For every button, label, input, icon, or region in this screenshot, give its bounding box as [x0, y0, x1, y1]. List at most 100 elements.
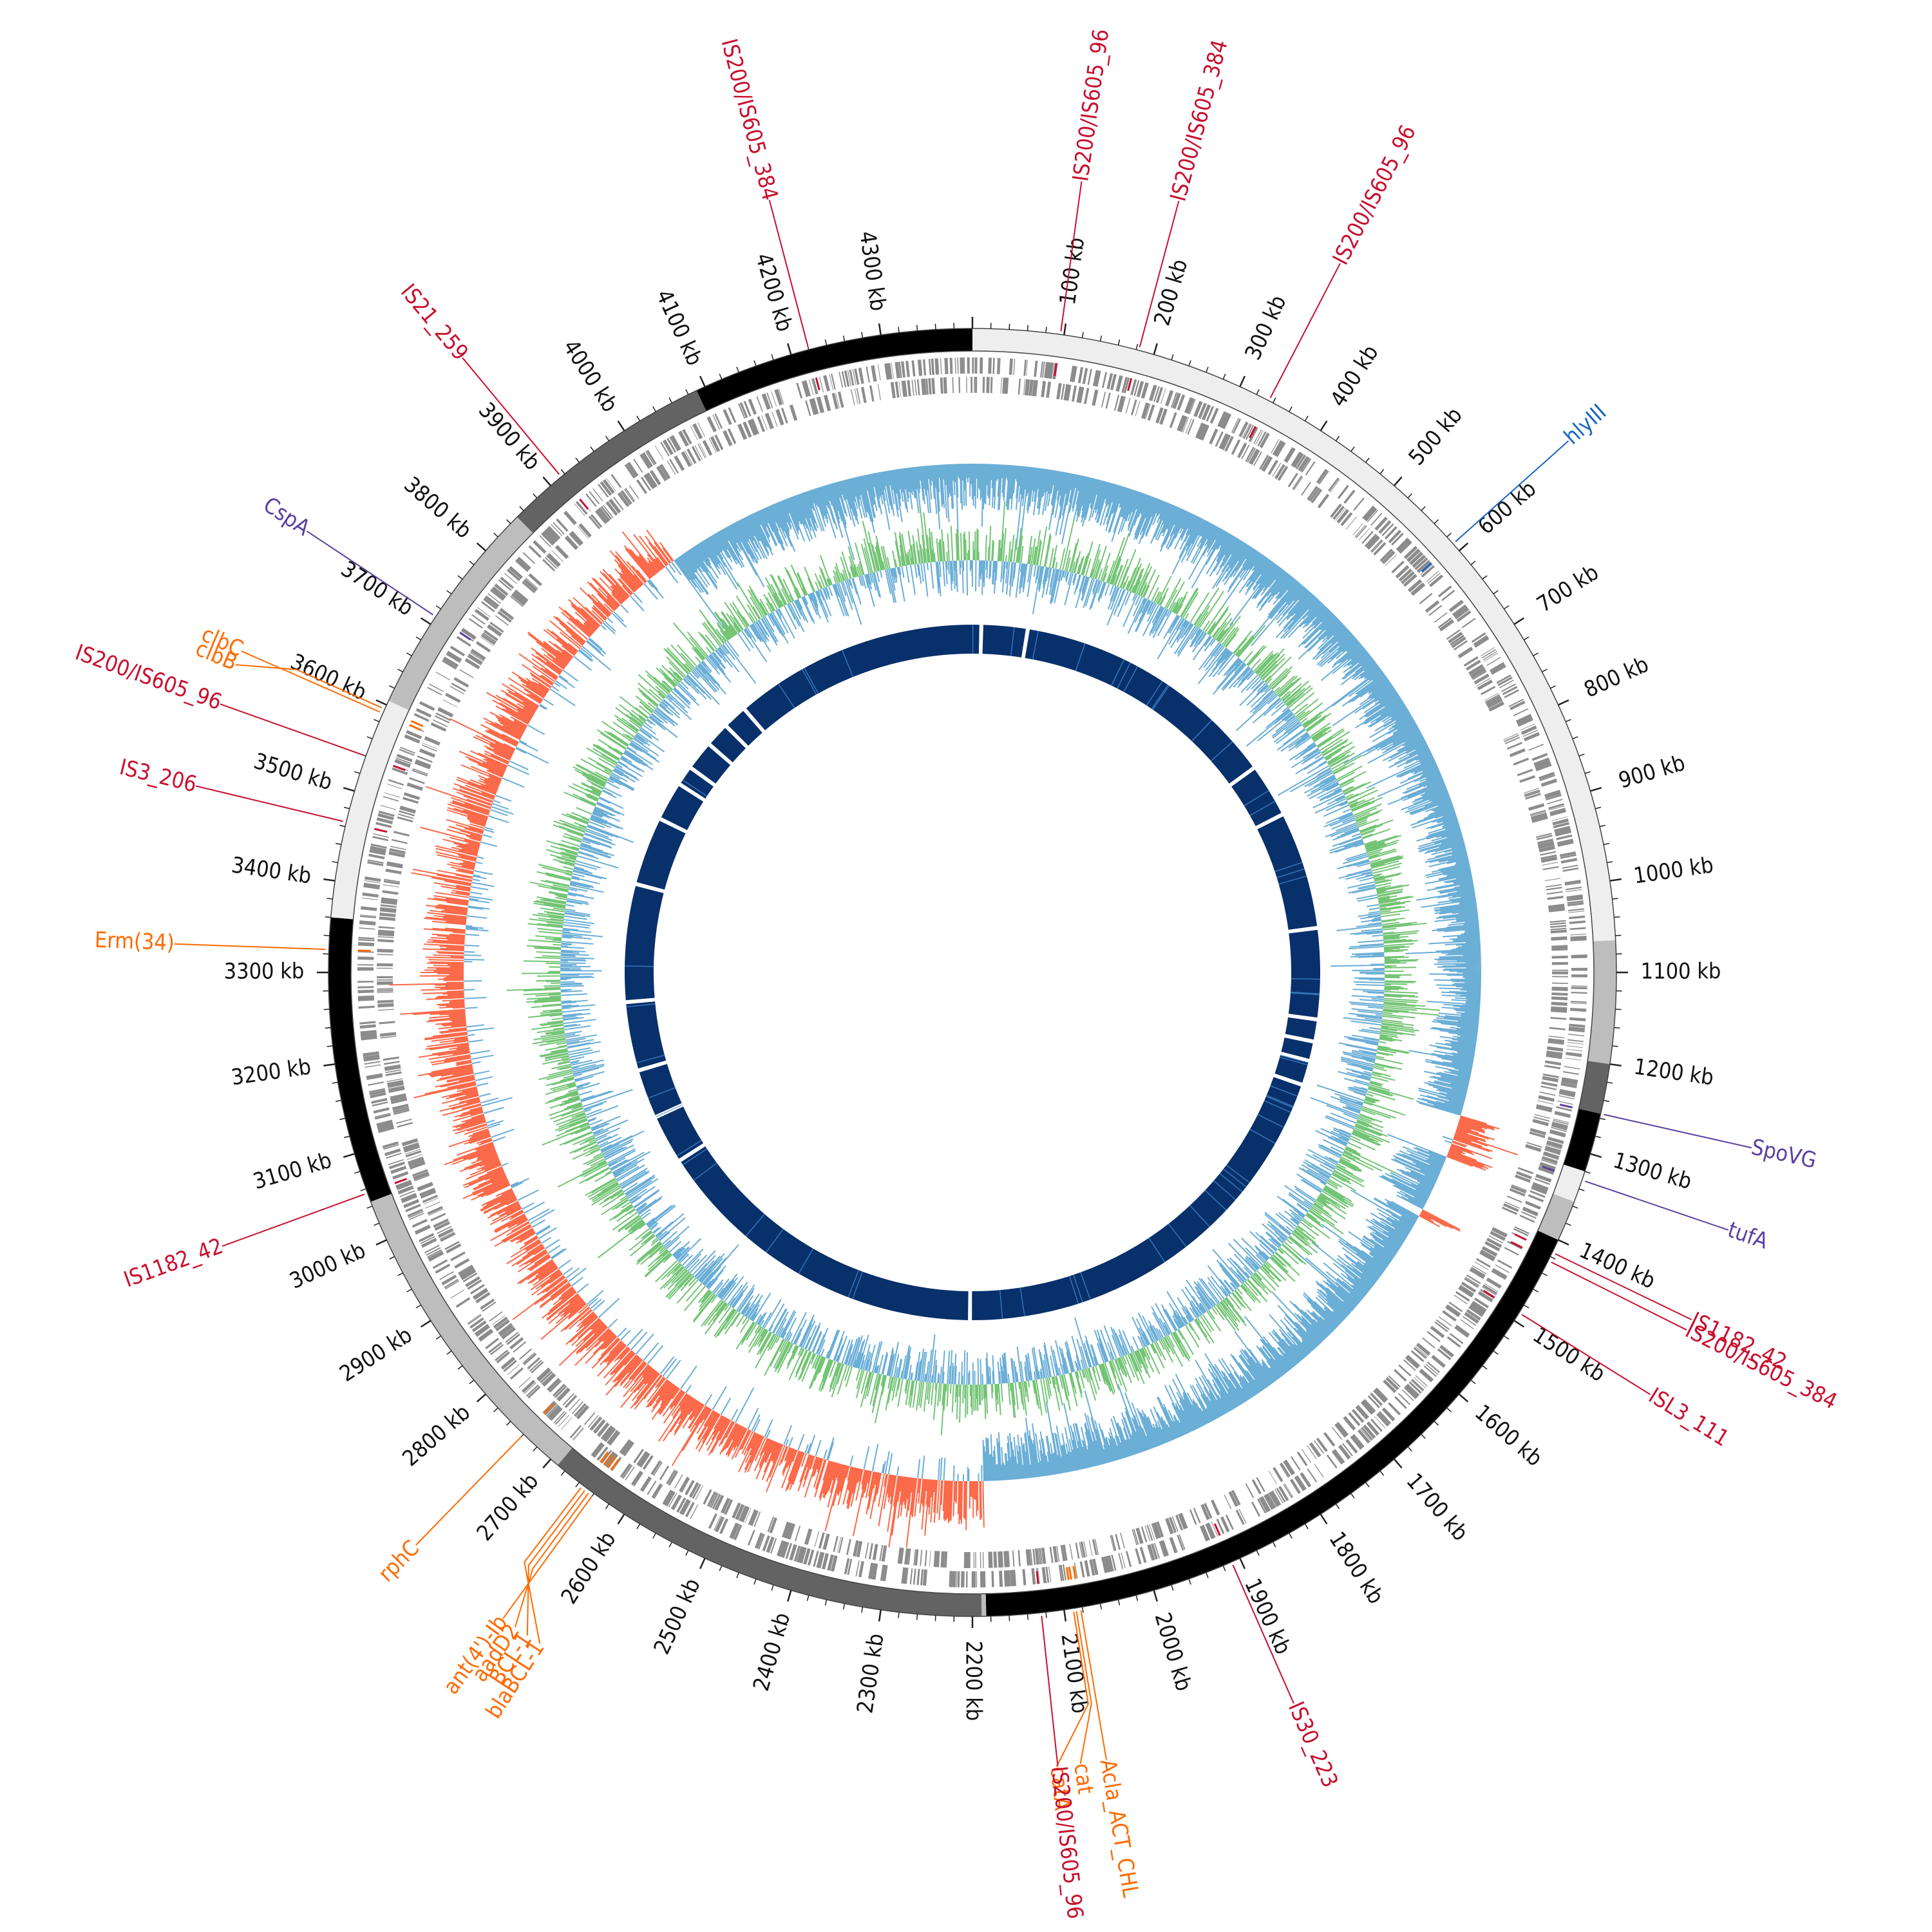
- blast-hit-block: [1257, 816, 1318, 930]
- blast-low-identity-streaks: [625, 624, 1320, 1320]
- feature-leader-line: [222, 1193, 365, 1247]
- blast-hit-block: [982, 625, 1026, 658]
- minor-tick: [652, 406, 656, 412]
- feature-leader-line: [502, 1495, 593, 1619]
- minor-tick: [1599, 1117, 1605, 1121]
- minor-tick: [605, 435, 610, 441]
- minor-tick: [435, 605, 441, 610]
- minor-tick: [1603, 842, 1610, 846]
- minor-tick: [753, 1578, 757, 1585]
- minor-tick: [1599, 824, 1605, 828]
- minor-tick: [590, 446, 594, 452]
- feature-leader-line: [1075, 1611, 1092, 1764]
- feature-leader-line: [1080, 1610, 1107, 1760]
- gc-content-below: [560, 560, 1385, 1385]
- minor-tick: [1099, 1603, 1103, 1610]
- minor-tick: [1572, 1206, 1578, 1209]
- feature-mark: [543, 1403, 554, 1414]
- minor-tick: [1206, 1572, 1209, 1578]
- major-tick: [476, 1393, 487, 1403]
- feature-mark: [1127, 378, 1133, 392]
- minor-tick: [652, 1533, 656, 1539]
- minor-tick: [354, 771, 361, 774]
- feature-label: tufA: [1725, 1217, 1772, 1255]
- feature-leader-line: [1604, 1113, 1752, 1149]
- major-tick: [343, 1153, 355, 1159]
- minor-tick: [806, 1595, 810, 1602]
- minor-tick: [493, 1407, 498, 1412]
- minor-tick: [824, 1599, 828, 1605]
- feature-leader-line: [1041, 1616, 1059, 1767]
- feature-leader-line: [196, 785, 344, 822]
- gc-skew-negative: [389, 529, 1519, 1548]
- minor-tick: [327, 898, 333, 900]
- major-tick: [1239, 375, 1246, 387]
- minor-tick: [343, 1135, 350, 1139]
- contig-ring-inner-outline: [350, 350, 1595, 1595]
- feature-leader-line: [1139, 200, 1180, 348]
- feature-label: IS200/IS605_384: [715, 36, 782, 203]
- feature-mark: [610, 1459, 620, 1471]
- feature-mark: [1421, 562, 1432, 573]
- tick-label: 700 kb: [1532, 560, 1603, 618]
- minor-tick: [415, 636, 422, 641]
- minor-tick: [374, 1222, 380, 1226]
- feature-mark: [409, 724, 422, 732]
- blast-hit-block: [1281, 1037, 1313, 1059]
- minor-tick: [1615, 1009, 1622, 1010]
- minor-tick: [1335, 435, 1340, 441]
- feature-label: IS1182_42: [120, 1233, 226, 1293]
- tick-label: 3700 kb: [336, 556, 418, 621]
- tick-label: 3500 kb: [251, 748, 336, 796]
- contig-segment: [696, 328, 972, 412]
- tick-label: 3800 kb: [399, 472, 476, 544]
- feature-mark: [374, 828, 388, 833]
- minor-tick: [1273, 1542, 1276, 1548]
- blast-hit-block: [636, 820, 686, 890]
- feature-label: IS200/IS605_384: [1681, 1318, 1841, 1415]
- gc-skew-positive: [464, 463, 1482, 1481]
- feature-leader-line: [524, 1487, 582, 1644]
- feature-mark: [459, 632, 471, 641]
- minor-tick: [1188, 360, 1191, 366]
- major-tick: [1513, 617, 1525, 625]
- tick-label: 1300 kb: [1610, 1148, 1694, 1195]
- minor-tick: [469, 560, 475, 565]
- tick-label: 2500 kb: [649, 1575, 706, 1658]
- minor-tick: [1350, 446, 1355, 452]
- feature-mark: [606, 1456, 616, 1468]
- blast-hit-block: [1288, 929, 1320, 1018]
- minor-tick: [1542, 1273, 1548, 1276]
- minor-tick: [1289, 406, 1293, 412]
- blast-hit-block: [728, 710, 762, 746]
- minor-tick: [736, 366, 739, 373]
- feature-leader-line: [1584, 1180, 1729, 1231]
- tick-label: 900 kb: [1616, 750, 1688, 794]
- minor-tick: [1222, 374, 1226, 380]
- minor-tick: [1335, 1504, 1340, 1510]
- minor-tick: [1256, 1550, 1260, 1556]
- blast-hit-block: [681, 770, 714, 799]
- blast-hit-block: [692, 746, 731, 784]
- tick-label: 2400 kb: [748, 1610, 796, 1694]
- minor-tick: [1550, 1256, 1556, 1260]
- minor-tick: [366, 1206, 373, 1209]
- contig-segment: [516, 390, 706, 533]
- minor-tick: [354, 1171, 361, 1174]
- minor-tick: [1350, 1493, 1355, 1499]
- minor-tick: [1578, 753, 1585, 757]
- minor-tick: [771, 1584, 774, 1591]
- contig-segment: [985, 1230, 1558, 1616]
- minor-tick: [575, 1482, 580, 1488]
- major-tick: [1590, 786, 1602, 792]
- minor-tick: [898, 327, 900, 333]
- minor-tick: [1470, 1379, 1476, 1385]
- major-tick: [1590, 1153, 1602, 1159]
- blast-hit-block: [626, 1001, 667, 1069]
- feature-mark: [1542, 1166, 1555, 1172]
- major-tick: [1320, 1513, 1328, 1525]
- feature-label: Acla_ACT_CHL: [1095, 1757, 1144, 1899]
- feature-label: IS200/IS605_96: [1328, 121, 1421, 269]
- minor-tick: [1407, 493, 1412, 498]
- minor-tick: [1256, 389, 1260, 395]
